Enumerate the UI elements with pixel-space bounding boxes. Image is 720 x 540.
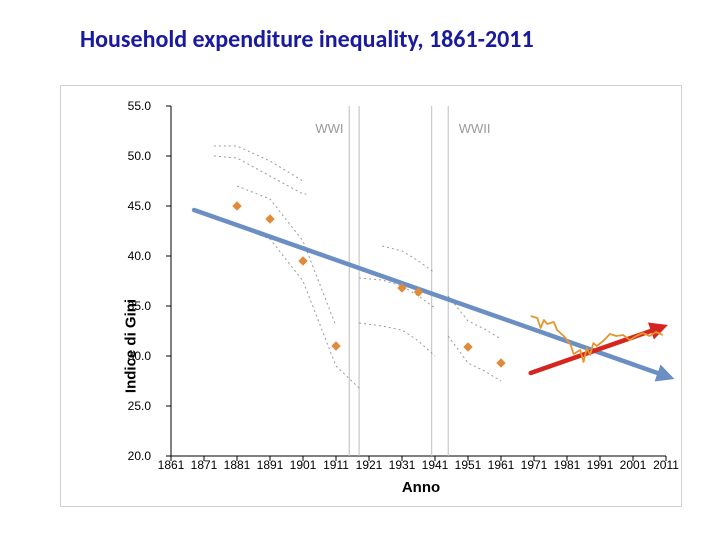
x-tick-label: 2001 bbox=[620, 458, 647, 472]
war-label: WWII bbox=[459, 121, 491, 136]
chart-svg bbox=[61, 86, 681, 506]
x-tick-label: 1961 bbox=[488, 458, 515, 472]
chart-title: Household expenditure inequality, 1861-2… bbox=[80, 25, 534, 54]
x-tick-label: 1861 bbox=[158, 458, 185, 472]
y-tick-label: 45.0 bbox=[128, 199, 151, 213]
y-tick-label: 30.0 bbox=[128, 349, 151, 363]
y-tick-label: 25.0 bbox=[128, 399, 151, 413]
y-axis-label: Indice di Gini bbox=[123, 299, 140, 393]
x-tick-label: 1871 bbox=[191, 458, 218, 472]
x-tick-label: 1901 bbox=[290, 458, 317, 472]
y-tick-label: 40.0 bbox=[128, 249, 151, 263]
x-tick-label: 1881 bbox=[224, 458, 251, 472]
x-tick-label: 2011 bbox=[653, 458, 679, 472]
chart-container: Indice di Gini Anno 20.0 25.0 30.0 35.0 40.0… bbox=[60, 85, 682, 507]
x-tick-label: 1891 bbox=[257, 458, 284, 472]
war-label: WWI bbox=[315, 121, 343, 136]
x-tick-label: 1941 bbox=[422, 458, 449, 472]
x-tick-label: 1991 bbox=[587, 458, 614, 472]
y-tick-label: 50.0 bbox=[128, 149, 151, 163]
x-tick-label: 1921 bbox=[356, 458, 383, 472]
y-tick-label: 55.0 bbox=[128, 99, 151, 113]
x-tick-label: 1951 bbox=[455, 458, 482, 472]
x-axis-label: Anno bbox=[402, 479, 440, 496]
x-tick-label: 1911 bbox=[323, 458, 349, 472]
x-tick-label: 1931 bbox=[389, 458, 416, 472]
y-tick-label: 35.0 bbox=[128, 299, 151, 313]
x-tick-label: 1971 bbox=[521, 458, 548, 472]
x-tick-label: 1981 bbox=[554, 458, 581, 472]
y-tick-label: 20.0 bbox=[128, 449, 151, 463]
